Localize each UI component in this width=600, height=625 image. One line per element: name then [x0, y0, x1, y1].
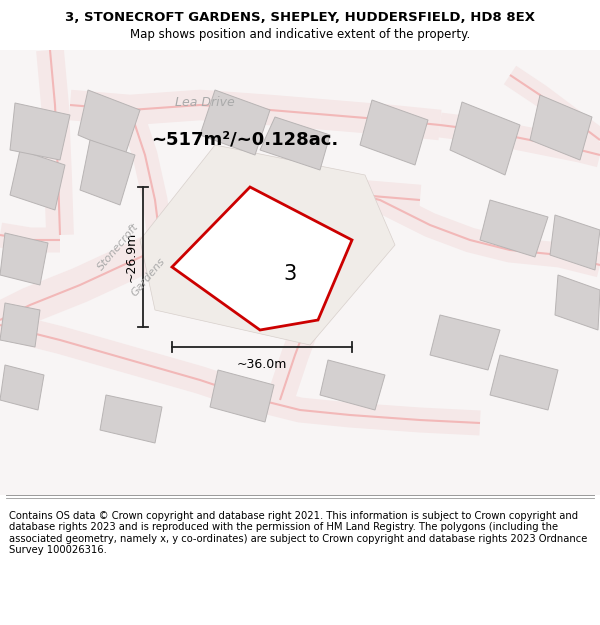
Polygon shape [450, 102, 520, 175]
Polygon shape [10, 150, 65, 210]
Polygon shape [320, 360, 385, 410]
Polygon shape [210, 370, 274, 422]
Polygon shape [480, 200, 548, 257]
Polygon shape [555, 275, 600, 330]
Text: Stonecroft: Stonecroft [95, 222, 140, 272]
Text: ~517m²/~0.128ac.: ~517m²/~0.128ac. [151, 131, 338, 149]
Text: Gardens: Gardens [129, 256, 167, 298]
Polygon shape [490, 355, 558, 410]
Text: ~36.0m: ~36.0m [237, 357, 287, 371]
Polygon shape [140, 145, 395, 345]
Text: 3: 3 [284, 264, 297, 284]
Polygon shape [0, 365, 44, 410]
Polygon shape [530, 95, 592, 160]
Text: ~26.9m: ~26.9m [125, 232, 137, 282]
Polygon shape [80, 140, 135, 205]
Text: 3, STONECROFT GARDENS, SHEPLEY, HUDDERSFIELD, HD8 8EX: 3, STONECROFT GARDENS, SHEPLEY, HUDDERSF… [65, 11, 535, 24]
Polygon shape [172, 187, 352, 330]
Polygon shape [100, 395, 162, 443]
Text: Map shows position and indicative extent of the property.: Map shows position and indicative extent… [130, 28, 470, 41]
Polygon shape [78, 90, 140, 155]
Text: Lea Drive: Lea Drive [175, 96, 235, 109]
Polygon shape [430, 315, 500, 370]
Polygon shape [260, 117, 330, 170]
Polygon shape [0, 233, 48, 285]
Text: Contains OS data © Crown copyright and database right 2021. This information is : Contains OS data © Crown copyright and d… [9, 511, 587, 556]
Polygon shape [550, 215, 600, 270]
Polygon shape [10, 103, 70, 160]
Polygon shape [200, 90, 270, 155]
Polygon shape [360, 100, 428, 165]
Polygon shape [0, 303, 40, 347]
